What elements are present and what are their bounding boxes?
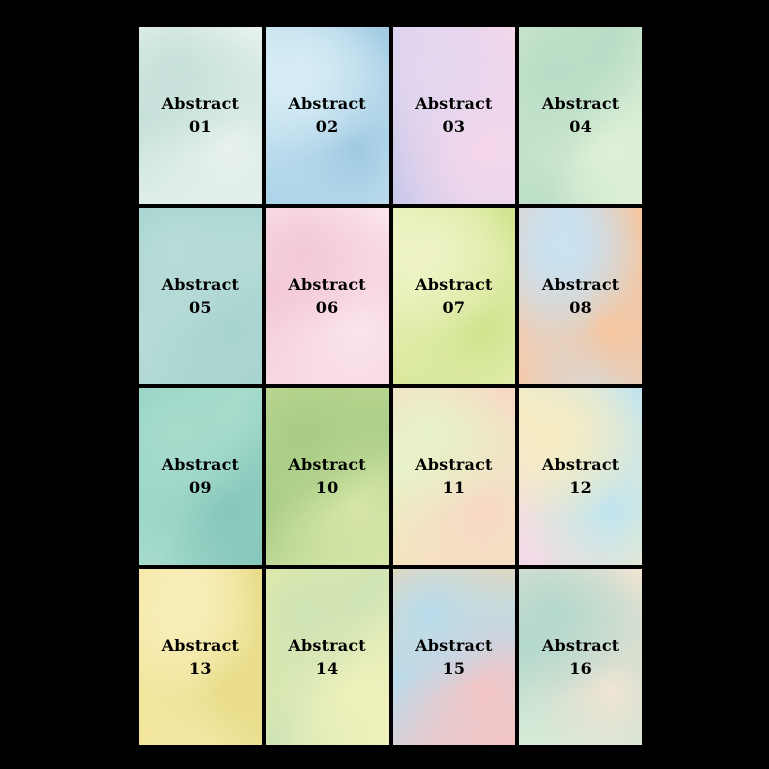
texture-image	[519, 568, 642, 745]
tile-abstract-02[interactable]: Abstract 02	[265, 27, 389, 204]
tile-abstract-03[interactable]: Abstract 03	[392, 27, 516, 204]
tile-title: Abstract	[541, 94, 620, 114]
tile-label: Abstract 11	[415, 453, 493, 499]
tile-number: 12	[569, 478, 592, 498]
tile-number: 03	[442, 117, 466, 137]
tile-abstract-05[interactable]: Abstract 05	[139, 207, 262, 384]
tile-label: Abstract 03	[415, 92, 493, 138]
texture-image	[139, 568, 262, 745]
tile-label: Abstract 15	[415, 634, 493, 680]
tile-abstract-09[interactable]: Abstract 09	[139, 388, 262, 565]
tile-title: Abstract	[288, 635, 366, 655]
tile-abstract-06[interactable]: Abstract 06	[265, 207, 389, 384]
tile-number: 15	[442, 658, 466, 678]
tile-abstract-16[interactable]: Abstract 16	[519, 568, 642, 745]
abstract-gallery-grid: Abstract 01 Abstract 02 Abstract 03 Abstract 04…	[139, 27, 642, 745]
tile-abstract-01[interactable]: Abstract 01	[139, 27, 262, 204]
tile-abstract-12[interactable]: Abstract 12	[519, 388, 642, 565]
tile-label: Abstract 09	[162, 453, 240, 499]
texture-image	[519, 27, 642, 204]
tile-number: 11	[442, 478, 466, 498]
tile-number: 08	[569, 297, 592, 317]
tile-title: Abstract	[288, 274, 366, 294]
tile-title: Abstract	[161, 455, 240, 475]
texture-image	[265, 568, 389, 745]
tile-number: 01	[189, 117, 212, 137]
tile-title: Abstract	[541, 635, 620, 655]
tile-number: 16	[569, 658, 592, 678]
tile-abstract-13[interactable]: Abstract 13	[139, 568, 262, 745]
tile-title: Abstract	[415, 635, 493, 655]
tile-title: Abstract	[288, 94, 366, 114]
tile-label: Abstract 02	[288, 92, 366, 138]
texture-image	[139, 207, 262, 384]
tile-abstract-14[interactable]: Abstract 14	[265, 568, 389, 745]
texture-image	[265, 27, 389, 204]
tile-label: Abstract 12	[542, 453, 620, 499]
texture-image	[139, 27, 262, 204]
tile-label: Abstract 16	[542, 634, 620, 680]
tile-label: Abstract 07	[415, 273, 493, 319]
tile-title: Abstract	[161, 635, 240, 655]
tile-number: 10	[315, 478, 339, 498]
texture-image	[265, 207, 389, 384]
tile-title: Abstract	[541, 455, 620, 475]
tile-title: Abstract	[415, 455, 493, 475]
tile-title: Abstract	[541, 274, 620, 294]
texture-image	[519, 207, 642, 384]
tile-label: Abstract 14	[288, 634, 366, 680]
tile-label: Abstract 06	[288, 273, 366, 319]
texture-image	[519, 388, 642, 565]
tile-title: Abstract	[415, 94, 493, 114]
tile-title: Abstract	[161, 94, 240, 114]
tile-label: Abstract 05	[162, 273, 240, 319]
tile-abstract-07[interactable]: Abstract 07	[392, 207, 516, 384]
tile-title: Abstract	[161, 274, 240, 294]
texture-image	[392, 388, 516, 565]
tile-number: 09	[189, 478, 212, 498]
tile-abstract-04[interactable]: Abstract 04	[519, 27, 642, 204]
tile-label: Abstract 08	[542, 273, 620, 319]
texture-image	[265, 388, 389, 565]
tile-label: Abstract 04	[542, 92, 620, 138]
texture-image	[392, 207, 516, 384]
tile-number: 06	[315, 297, 339, 317]
texture-image	[392, 568, 516, 745]
tile-number: 05	[189, 297, 212, 317]
tile-number: 02	[315, 117, 339, 137]
texture-image	[392, 27, 516, 204]
tile-abstract-10[interactable]: Abstract 10	[265, 388, 389, 565]
tile-abstract-15[interactable]: Abstract 15	[392, 568, 516, 745]
texture-image	[139, 388, 262, 565]
tile-title: Abstract	[288, 455, 366, 475]
tile-abstract-08[interactable]: Abstract 08	[519, 207, 642, 384]
tile-number: 04	[569, 117, 592, 137]
tile-label: Abstract 13	[162, 634, 240, 680]
tile-number: 07	[442, 297, 466, 317]
tile-number: 13	[189, 658, 212, 678]
tile-number: 14	[315, 658, 339, 678]
tile-label: Abstract 10	[288, 453, 366, 499]
tile-label: Abstract 01	[162, 92, 240, 138]
tile-title: Abstract	[415, 274, 493, 294]
tile-abstract-11[interactable]: Abstract 11	[392, 388, 516, 565]
